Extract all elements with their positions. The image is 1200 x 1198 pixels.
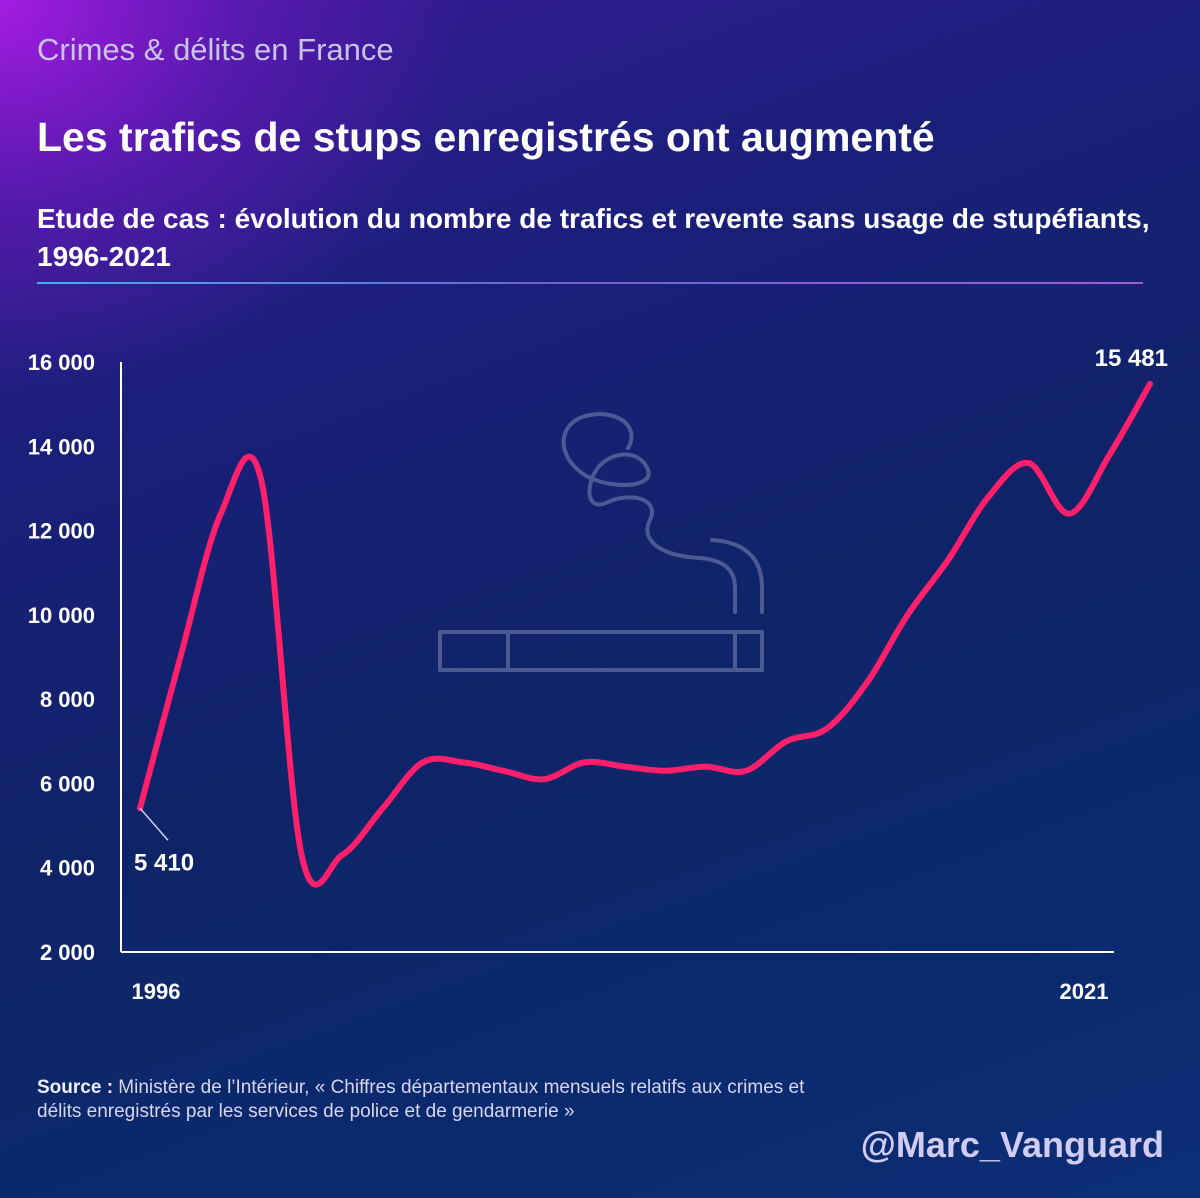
y-tick-label: 4 000 [40, 856, 95, 881]
y-tick-label: 12 000 [28, 519, 95, 544]
source-note: Source : Ministère de l’Intérieur, « Chi… [37, 1076, 837, 1124]
series-group [137, 380, 1153, 888]
source-text: Ministère de l’Intérieur, « Chiffres dép… [37, 1077, 805, 1122]
end-value-label: 15 481 [1095, 345, 1168, 372]
source-label: Source : [37, 1077, 114, 1098]
y-tick-label: 8 000 [40, 687, 95, 712]
y-tick-label: 16 000 [28, 350, 95, 375]
annotation-leader-line [139, 807, 169, 841]
cigarette-body [438, 630, 764, 672]
smoke-trail [710, 538, 764, 614]
y-axis-tick-labels: 2 000 4 000 6 000 8 000 10 000 12 000 14 000 16… [28, 350, 95, 965]
start-value-label: 5 410 [134, 849, 194, 876]
x-tick-label: 1996 [132, 979, 181, 1004]
x-tick-label: 2021 [1060, 979, 1109, 1004]
page-title: Les trafics de stups enregistrés ont aug… [37, 114, 935, 160]
chart-axes [120, 362, 1114, 953]
y-tick-label: 10 000 [28, 603, 95, 628]
y-tick-label: 2 000 [40, 940, 95, 965]
y-tick-label: 6 000 [40, 771, 95, 796]
x-axis-tick-labels: 1996 2021 [132, 979, 1109, 1004]
line-chart: 2 000 4 000 6 000 8 000 10 000 12 000 14 000 16… [28, 345, 1168, 1004]
y-tick-label: 14 000 [28, 434, 95, 459]
data-label-group: 5 410 15 481 [134, 345, 1168, 876]
series-line [137, 380, 1153, 888]
title-divider [37, 282, 1143, 284]
chart-subtitle: Etude de cas : évolution du nombre de tr… [37, 203, 1150, 272]
smoke-swirl [561, 412, 737, 614]
page-kicker: Crimes & délits en France [37, 32, 394, 67]
author-handle: @Marc_Vanguard [860, 1124, 1164, 1165]
cigarette-smoke-icon [438, 412, 764, 672]
